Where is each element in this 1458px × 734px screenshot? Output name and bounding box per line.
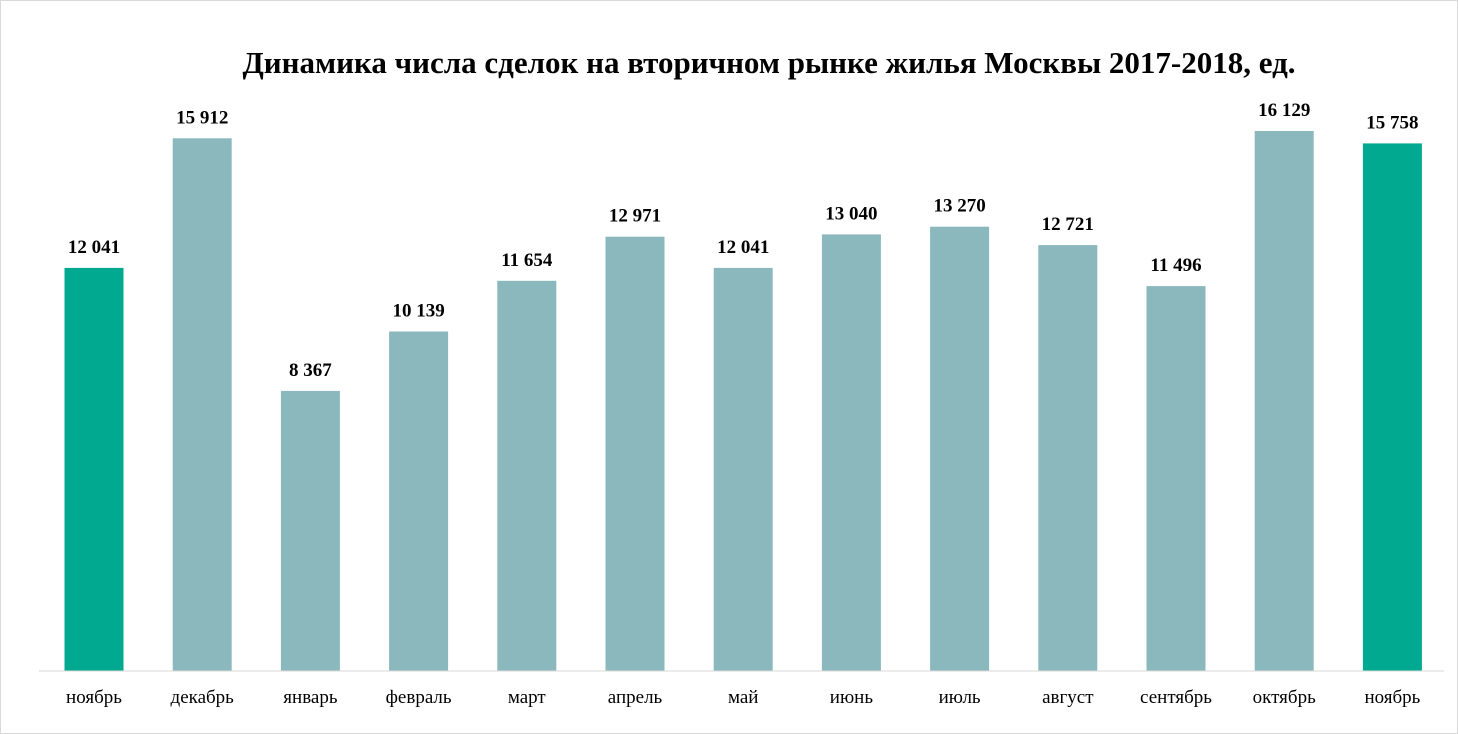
bar-0 — [64, 267, 124, 671]
value-label-1: 15 912 — [176, 107, 228, 128]
value-label-2: 8 367 — [289, 360, 332, 381]
value-label-11: 16 129 — [1258, 100, 1310, 121]
bar-5 — [605, 236, 665, 671]
value-label-4: 11 654 — [501, 250, 553, 271]
bar-8 — [930, 226, 990, 671]
bar-2 — [280, 390, 340, 671]
value-label-12: 15 758 — [1366, 112, 1418, 133]
tick-label-0: ноябрь — [66, 687, 122, 708]
value-label-10: 11 496 — [1150, 255, 1201, 276]
value-label-6: 12 041 — [717, 237, 769, 258]
tick-label-7: июнь — [830, 687, 874, 708]
tick-label-3: февраль — [386, 687, 452, 708]
value-label-7: 13 040 — [825, 203, 877, 224]
value-label-9: 12 721 — [1042, 214, 1094, 235]
bar-6 — [713, 267, 773, 671]
tick-label-6: май — [728, 687, 759, 708]
value-labels-layer: 12 041 15 912 8 367 10 139 11 654 12 971 12 04… — [68, 100, 1419, 381]
bars-layer — [64, 131, 1422, 672]
value-label-5: 12 971 — [609, 206, 661, 227]
x-axis-tick-labels: ноябрь декабрь январь февраль март апрель май и… — [66, 687, 1421, 708]
tick-label-12: ноябрь — [1364, 687, 1420, 708]
bar-3 — [389, 331, 449, 671]
tick-label-4: март — [508, 687, 547, 708]
tick-label-8: июль — [939, 687, 981, 708]
bar-10 — [1146, 286, 1206, 671]
bar-7 — [821, 234, 881, 671]
tick-label-2: январь — [283, 687, 338, 708]
tick-label-10: сентябрь — [1140, 687, 1212, 708]
chart-title: Динамика числа сделок на вторичном рынке… — [242, 45, 1295, 80]
bar-9 — [1038, 245, 1098, 671]
bar-4 — [497, 280, 557, 671]
tick-label-11: октябрь — [1253, 687, 1316, 708]
bar-11 — [1254, 131, 1314, 671]
tick-label-9: август — [1042, 687, 1094, 708]
value-label-8: 13 270 — [933, 196, 985, 217]
bar-12 — [1362, 143, 1422, 671]
value-label-0: 12 041 — [68, 237, 120, 258]
bar-1 — [172, 138, 232, 672]
value-label-3: 10 139 — [392, 301, 444, 322]
tick-label-5: апрель — [608, 687, 663, 708]
tick-label-1: декабрь — [171, 687, 235, 708]
